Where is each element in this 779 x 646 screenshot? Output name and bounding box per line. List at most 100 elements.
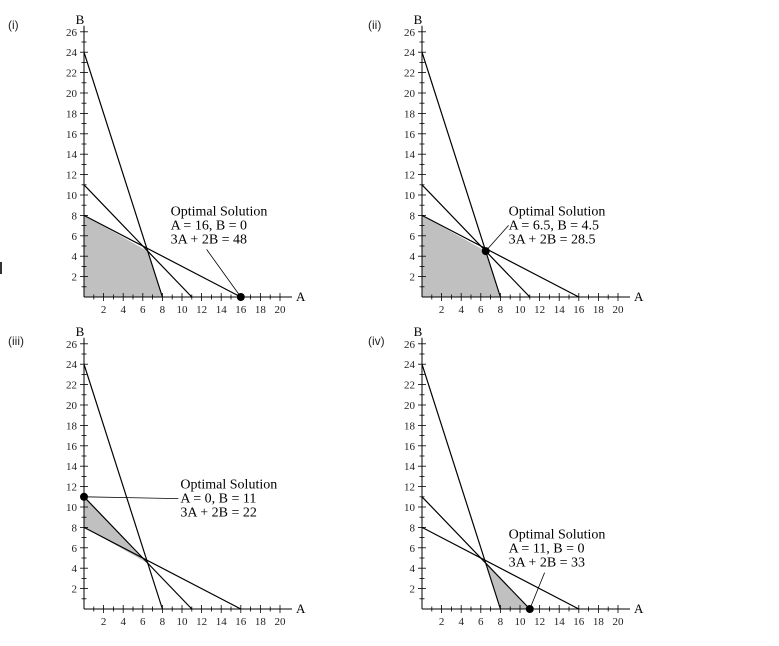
constraint-line — [83, 52, 163, 298]
x-tick-label: 6 — [140, 304, 146, 316]
optimal-point — [525, 605, 534, 613]
y-tick-label: 16 — [66, 441, 78, 453]
optimal-point — [80, 492, 88, 501]
constraint-line — [83, 496, 193, 610]
chart-panel-i: (i) 2 4 6 8 10 12 14 16 18 20 2 4 6 8 10 12 14 16 18 20 22 24… — [0, 0, 370, 320]
annotation-line: A = 0, B = 11 — [180, 492, 256, 507]
x-axis-label: A — [296, 601, 306, 616]
x-tick-label: 16 — [573, 616, 585, 628]
constraint-line — [83, 364, 163, 610]
y-tick-label: 20 — [66, 400, 78, 412]
x-tick-label: 12 — [534, 304, 545, 316]
y-tick-label: 18 — [66, 420, 78, 432]
y-tick-label: 18 — [404, 108, 416, 120]
constraint-line — [83, 526, 242, 610]
x-tick-label: 8 — [160, 304, 166, 316]
y-tick-label: 10 — [66, 502, 78, 514]
x-tick-label: 16 — [573, 304, 585, 316]
y-tick-label: 6 — [410, 231, 416, 243]
y-tick-label: 12 — [66, 482, 77, 494]
y-tick-label: 4 — [72, 251, 78, 263]
x-tick-label: 18 — [593, 616, 605, 628]
x-tick-label: 10 — [515, 304, 527, 316]
x-tick-label: 2 — [101, 616, 107, 628]
annotation-title: Optimal Solution — [171, 204, 268, 219]
constraint-line — [421, 496, 531, 610]
x-tick-label: 10 — [177, 616, 189, 628]
y-tick-label: 22 — [66, 380, 77, 392]
y-tick-label: 14 — [66, 149, 78, 161]
constraint-line — [421, 364, 501, 610]
y-tick-label: 14 — [66, 461, 78, 473]
y-tick-label: 22 — [66, 68, 77, 80]
y-tick-label: 6 — [72, 543, 78, 555]
y-tick-label: 4 — [410, 563, 416, 575]
y-tick-label: 22 — [404, 380, 415, 392]
x-tick-label: 6 — [140, 616, 146, 628]
constraint-line — [83, 214, 242, 298]
annotation-leader — [529, 572, 545, 610]
y-tick-label: 16 — [66, 129, 78, 141]
annotation-leader — [83, 496, 179, 500]
y-tick-label: 6 — [410, 543, 416, 555]
annotation-line: 3A + 2B = 33 — [509, 556, 585, 571]
annotation-title: Optimal Solution — [509, 528, 606, 543]
annotation-leader — [206, 249, 242, 298]
x-tick-label: 6 — [478, 616, 484, 628]
annotation-title: Optimal Solution — [180, 478, 277, 493]
lp-chart-ii: 2 4 6 8 10 12 14 16 18 202468101214161820222426AB… — [404, 12, 644, 316]
left-edge-mark — [0, 262, 2, 274]
y-tick-label: 16 — [404, 129, 416, 141]
y-tick-label: 20 — [66, 88, 78, 100]
y-tick-label: 16 — [404, 441, 416, 453]
y-tick-label: 20 — [404, 400, 416, 412]
x-axis-label: A — [634, 601, 644, 616]
panel-label: (iii) — [8, 334, 24, 348]
chart-panel-ii: (ii) 2 4 6 8 10 12 14 16 18 20 2 4 6 8 10 12 14 16 18 20 22 2… — [338, 0, 708, 320]
y-tick-label: 18 — [66, 108, 78, 120]
y-tick-label: 8 — [410, 522, 416, 534]
chart-panel-iv: (iv) 2 4 6 8 10 12 14 16 18 20 2 4 6 8 10 12 14 16 18 20 22 2… — [338, 312, 708, 632]
y-tick-label: 26 — [404, 339, 416, 351]
optimal-point — [236, 293, 245, 301]
annotation-line: 3A + 2B = 28.5 — [509, 232, 596, 247]
x-tick-label: 12 — [196, 304, 207, 316]
x-tick-label: 4 — [120, 616, 126, 628]
lp-chart-iv: 2 4 6 8 10 12 14 16 18 202468101214161820222426AB… — [404, 324, 644, 628]
x-tick-label: 14 — [554, 616, 566, 628]
x-tick-label: 16 — [235, 616, 247, 628]
x-tick-label: 10 — [515, 616, 527, 628]
x-tick-label: 2 — [439, 304, 445, 316]
y-tick-label: 26 — [404, 27, 416, 39]
y-tick-label: 8 — [72, 522, 78, 534]
x-tick-label: 4 — [120, 304, 126, 316]
annotation-line: A = 11, B = 0 — [509, 542, 585, 557]
x-axis-label: A — [296, 289, 306, 304]
y-tick-label: 12 — [404, 482, 415, 494]
x-axis-label: A — [634, 289, 644, 304]
x-tick-label: 8 — [498, 304, 504, 316]
constraint-line — [421, 184, 531, 298]
lp-chart-iii: 2 4 6 8 10 12 14 16 18 202468101214161820222426AB… — [66, 324, 306, 628]
y-tick-label: 18 — [404, 420, 416, 432]
x-tick-label: 12 — [534, 616, 545, 628]
y-tick-label: 24 — [66, 359, 78, 371]
y-tick-label: 4 — [72, 563, 78, 575]
y-tick-label: 26 — [66, 339, 78, 351]
x-tick-label: 2 — [101, 304, 107, 316]
x-tick-label: 2 — [439, 616, 445, 628]
x-tick-label: 20 — [275, 616, 287, 628]
y-tick-label: 14 — [404, 461, 416, 473]
feasible-region — [422, 215, 501, 297]
y-tick-label: 2 — [72, 584, 78, 596]
x-tick-label: 4 — [458, 616, 464, 628]
y-tick-label: 24 — [66, 47, 78, 59]
x-tick-label: 20 — [613, 304, 625, 316]
y-tick-label: 12 — [404, 170, 415, 182]
y-tick-label: 14 — [404, 149, 416, 161]
x-tick-label: 20 — [613, 616, 625, 628]
feasible-region — [84, 496, 148, 564]
y-axis-label: B — [414, 324, 423, 339]
y-tick-label: 26 — [66, 27, 78, 39]
x-tick-label: 14 — [554, 304, 566, 316]
